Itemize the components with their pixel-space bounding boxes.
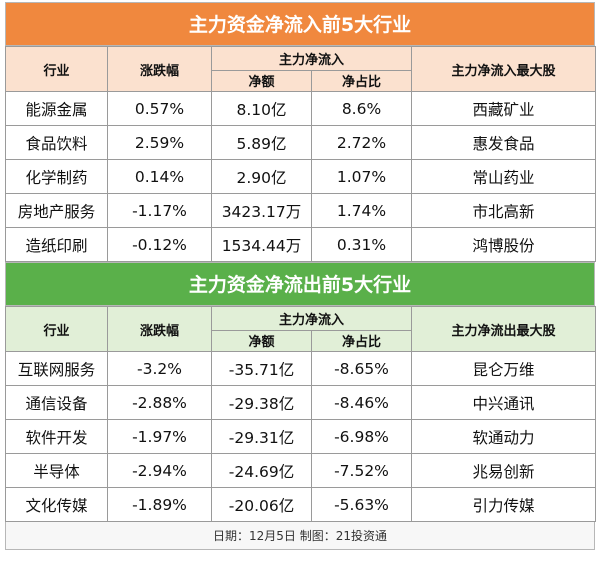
header-industry: 行业 xyxy=(5,46,108,92)
cell-amount: -35.71亿 xyxy=(211,351,312,386)
cell-amount: 1534.44万 xyxy=(211,227,312,262)
cell-stock: 鸿博股份 xyxy=(411,227,597,262)
header-net-amount: 净额 xyxy=(211,69,312,93)
cell-amount: 8.10亿 xyxy=(211,91,312,126)
cell-stock: 惠发食品 xyxy=(411,125,597,160)
cell-stock: 兆易创新 xyxy=(411,453,597,488)
table-row: 文化传媒 -1.89% -20.06亿 -5.63% 引力传媒 xyxy=(5,487,597,522)
header-change: 涨跌幅 xyxy=(107,46,212,92)
cell-industry: 软件开发 xyxy=(5,419,108,454)
cell-stock: 引力传媒 xyxy=(411,487,597,522)
header-net-group: 主力净流入 xyxy=(210,306,413,331)
cell-ratio: 8.6% xyxy=(310,91,413,126)
cell-ratio: -8.46% xyxy=(310,385,413,420)
header-net-ratio: 净占比 xyxy=(310,69,413,93)
cell-change: 2.59% xyxy=(107,125,212,160)
footer-caption: 日期：12月5日 制图：21投资通 xyxy=(5,522,595,550)
cell-ratio: -5.63% xyxy=(310,487,413,522)
cell-industry: 能源金属 xyxy=(5,91,108,126)
outflow-title: 主力资金净流出前5大行业 xyxy=(5,262,595,306)
cell-industry: 互联网服务 xyxy=(5,351,108,386)
cell-amount: -29.31亿 xyxy=(211,419,312,454)
table-row: 互联网服务 -3.2% -35.71亿 -8.65% 昆仑万维 xyxy=(5,351,597,386)
table-row: 食品饮料 2.59% 5.89亿 2.72% 惠发食品 xyxy=(5,125,597,160)
cell-stock: 昆仑万维 xyxy=(411,351,597,386)
cell-stock: 中兴通讯 xyxy=(411,385,597,420)
cell-industry: 造纸印刷 xyxy=(5,227,108,262)
cell-change: -2.94% xyxy=(107,453,212,488)
cell-amount: -20.06亿 xyxy=(211,487,312,522)
cell-industry: 通信设备 xyxy=(5,385,108,420)
header-top-stock: 主力净流入最大股 xyxy=(411,46,597,92)
cell-ratio: 0.31% xyxy=(310,227,413,262)
cell-industry: 半导体 xyxy=(5,453,108,488)
inflow-title: 主力资金净流入前5大行业 xyxy=(5,2,595,46)
cell-change: -1.97% xyxy=(107,419,212,454)
cell-industry: 文化传媒 xyxy=(5,487,108,522)
cell-change: -0.12% xyxy=(107,227,212,262)
table-row: 房地产服务 -1.17% 3423.17万 1.74% 市北高新 xyxy=(5,193,597,228)
header-top-stock: 主力净流出最大股 xyxy=(411,306,597,352)
cell-industry: 房地产服务 xyxy=(5,193,108,228)
cell-change: 0.14% xyxy=(107,159,212,194)
table-row: 造纸印刷 -0.12% 1534.44万 0.31% 鸿博股份 xyxy=(5,227,597,262)
cell-ratio: -7.52% xyxy=(310,453,413,488)
cell-stock: 软通动力 xyxy=(411,419,597,454)
cell-ratio: 2.72% xyxy=(310,125,413,160)
cell-stock: 市北高新 xyxy=(411,193,597,228)
cell-industry: 化学制药 xyxy=(5,159,108,194)
header-net-group: 主力净流入 xyxy=(210,46,413,71)
cell-stock: 西藏矿业 xyxy=(411,91,597,126)
cell-ratio: 1.74% xyxy=(310,193,413,228)
cell-amount: -24.69亿 xyxy=(211,453,312,488)
cell-change: -1.17% xyxy=(107,193,212,228)
cell-amount: 3423.17万 xyxy=(211,193,312,228)
cell-change: -3.2% xyxy=(107,351,212,386)
table-row: 半导体 -2.94% -24.69亿 -7.52% 兆易创新 xyxy=(5,453,597,488)
cell-amount: -29.38亿 xyxy=(211,385,312,420)
cell-change: 0.57% xyxy=(107,91,212,126)
inflow-table: 行业 涨跌幅 主力净流入 主力净流入最大股 净额 净占比 能源金属 0.57% … xyxy=(5,46,597,262)
cell-amount: 5.89亿 xyxy=(211,125,312,160)
table-row: 软件开发 -1.97% -29.31亿 -6.98% 软通动力 xyxy=(5,419,597,454)
cell-change: -2.88% xyxy=(107,385,212,420)
outflow-table: 行业 涨跌幅 主力净流入 主力净流出最大股 净额 净占比 互联网服务 -3.2%… xyxy=(5,306,597,522)
header-net-amount: 净额 xyxy=(211,329,312,353)
header-industry: 行业 xyxy=(5,306,108,352)
cell-industry: 食品饮料 xyxy=(5,125,108,160)
cell-ratio: -8.65% xyxy=(310,351,413,386)
cell-change: -1.89% xyxy=(107,487,212,522)
header-net-ratio: 净占比 xyxy=(310,329,413,353)
report-card: 主力资金净流入前5大行业 行业 涨跌幅 主力净流入 主力净流入最大股 净额 净占… xyxy=(5,2,597,550)
table-row: 通信设备 -2.88% -29.38亿 -8.46% 中兴通讯 xyxy=(5,385,597,420)
cell-amount: 2.90亿 xyxy=(211,159,312,194)
header-change: 涨跌幅 xyxy=(107,306,212,352)
table-row: 化学制药 0.14% 2.90亿 1.07% 常山药业 xyxy=(5,159,597,194)
cell-stock: 常山药业 xyxy=(411,159,597,194)
table-row: 能源金属 0.57% 8.10亿 8.6% 西藏矿业 xyxy=(5,91,597,126)
cell-ratio: 1.07% xyxy=(310,159,413,194)
cell-ratio: -6.98% xyxy=(310,419,413,454)
